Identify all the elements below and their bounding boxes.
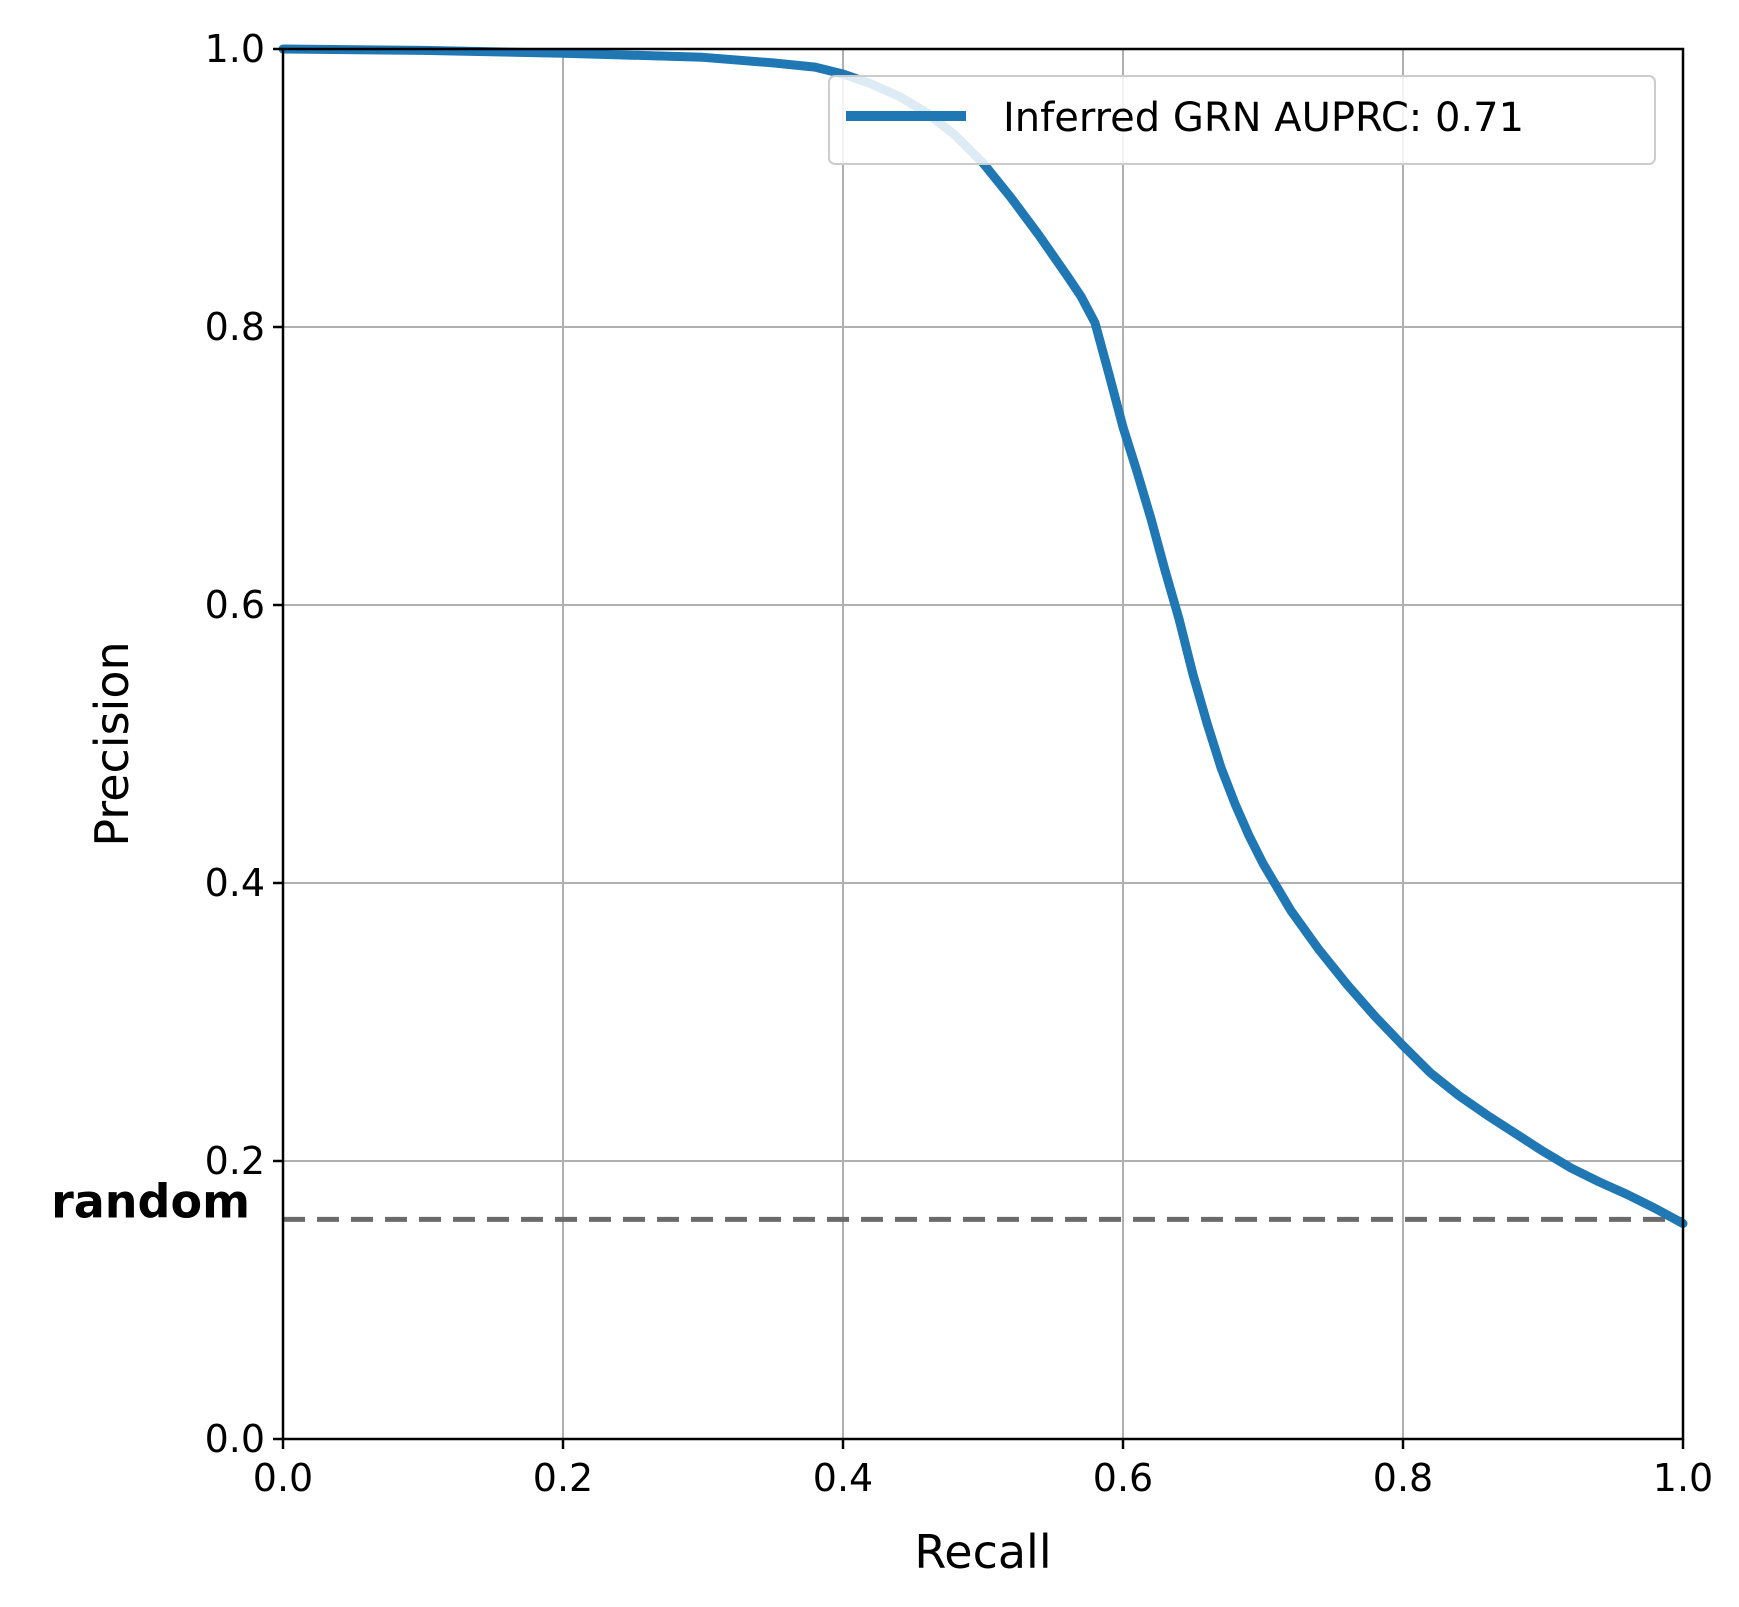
x-tick-label: 0.0 [253, 1456, 313, 1500]
x-axis-label: Recall [914, 1525, 1051, 1579]
y-tick-label: 0.4 [205, 861, 265, 905]
x-tick-label: 0.2 [533, 1456, 593, 1500]
x-tick-label: 0.8 [1373, 1456, 1433, 1500]
y-tick-label: 0.0 [205, 1417, 265, 1461]
x-tick-label: 0.4 [813, 1456, 873, 1500]
legend-entry-label: Inferred GRN AUPRC: 0.71 [1003, 95, 1524, 141]
y-tick-label: 1.0 [205, 27, 265, 71]
x-tick-label: 1.0 [1653, 1456, 1713, 1500]
y-tick-label: 0.8 [205, 305, 265, 349]
legend-box [828, 75, 1656, 165]
random-baseline-label: random [51, 1174, 250, 1228]
legend: Inferred GRN AUPRC: 0.71 [828, 75, 1656, 165]
x-tick-label: 0.6 [1093, 1456, 1153, 1500]
y-tick-label: 0.6 [205, 583, 265, 627]
axis-ticks: 0.0 0.2 0.4 0.6 0.8 1.0 0.0 0.2 0.4 0.6 0.8 1.0 [205, 27, 1714, 1500]
plot-frame [281, 47, 1685, 1441]
y-tick-label: 0.2 [205, 1139, 265, 1183]
y-axis-label: Precision [85, 641, 139, 846]
